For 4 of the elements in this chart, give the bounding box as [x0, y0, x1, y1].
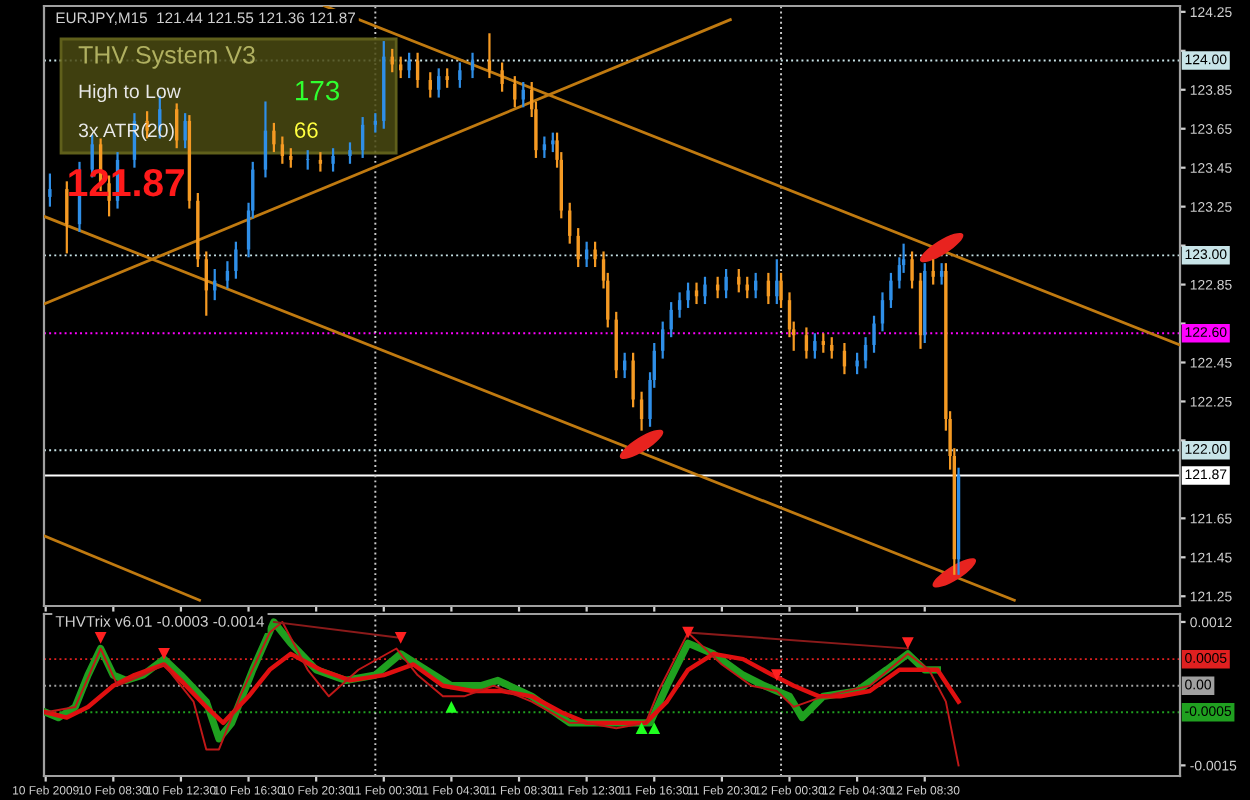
annotation: THV System V3	[78, 46, 255, 69]
annotation: 173	[296, 80, 340, 101]
annotation: High to Low	[79, 83, 181, 103]
annotation: 66	[295, 122, 318, 138]
